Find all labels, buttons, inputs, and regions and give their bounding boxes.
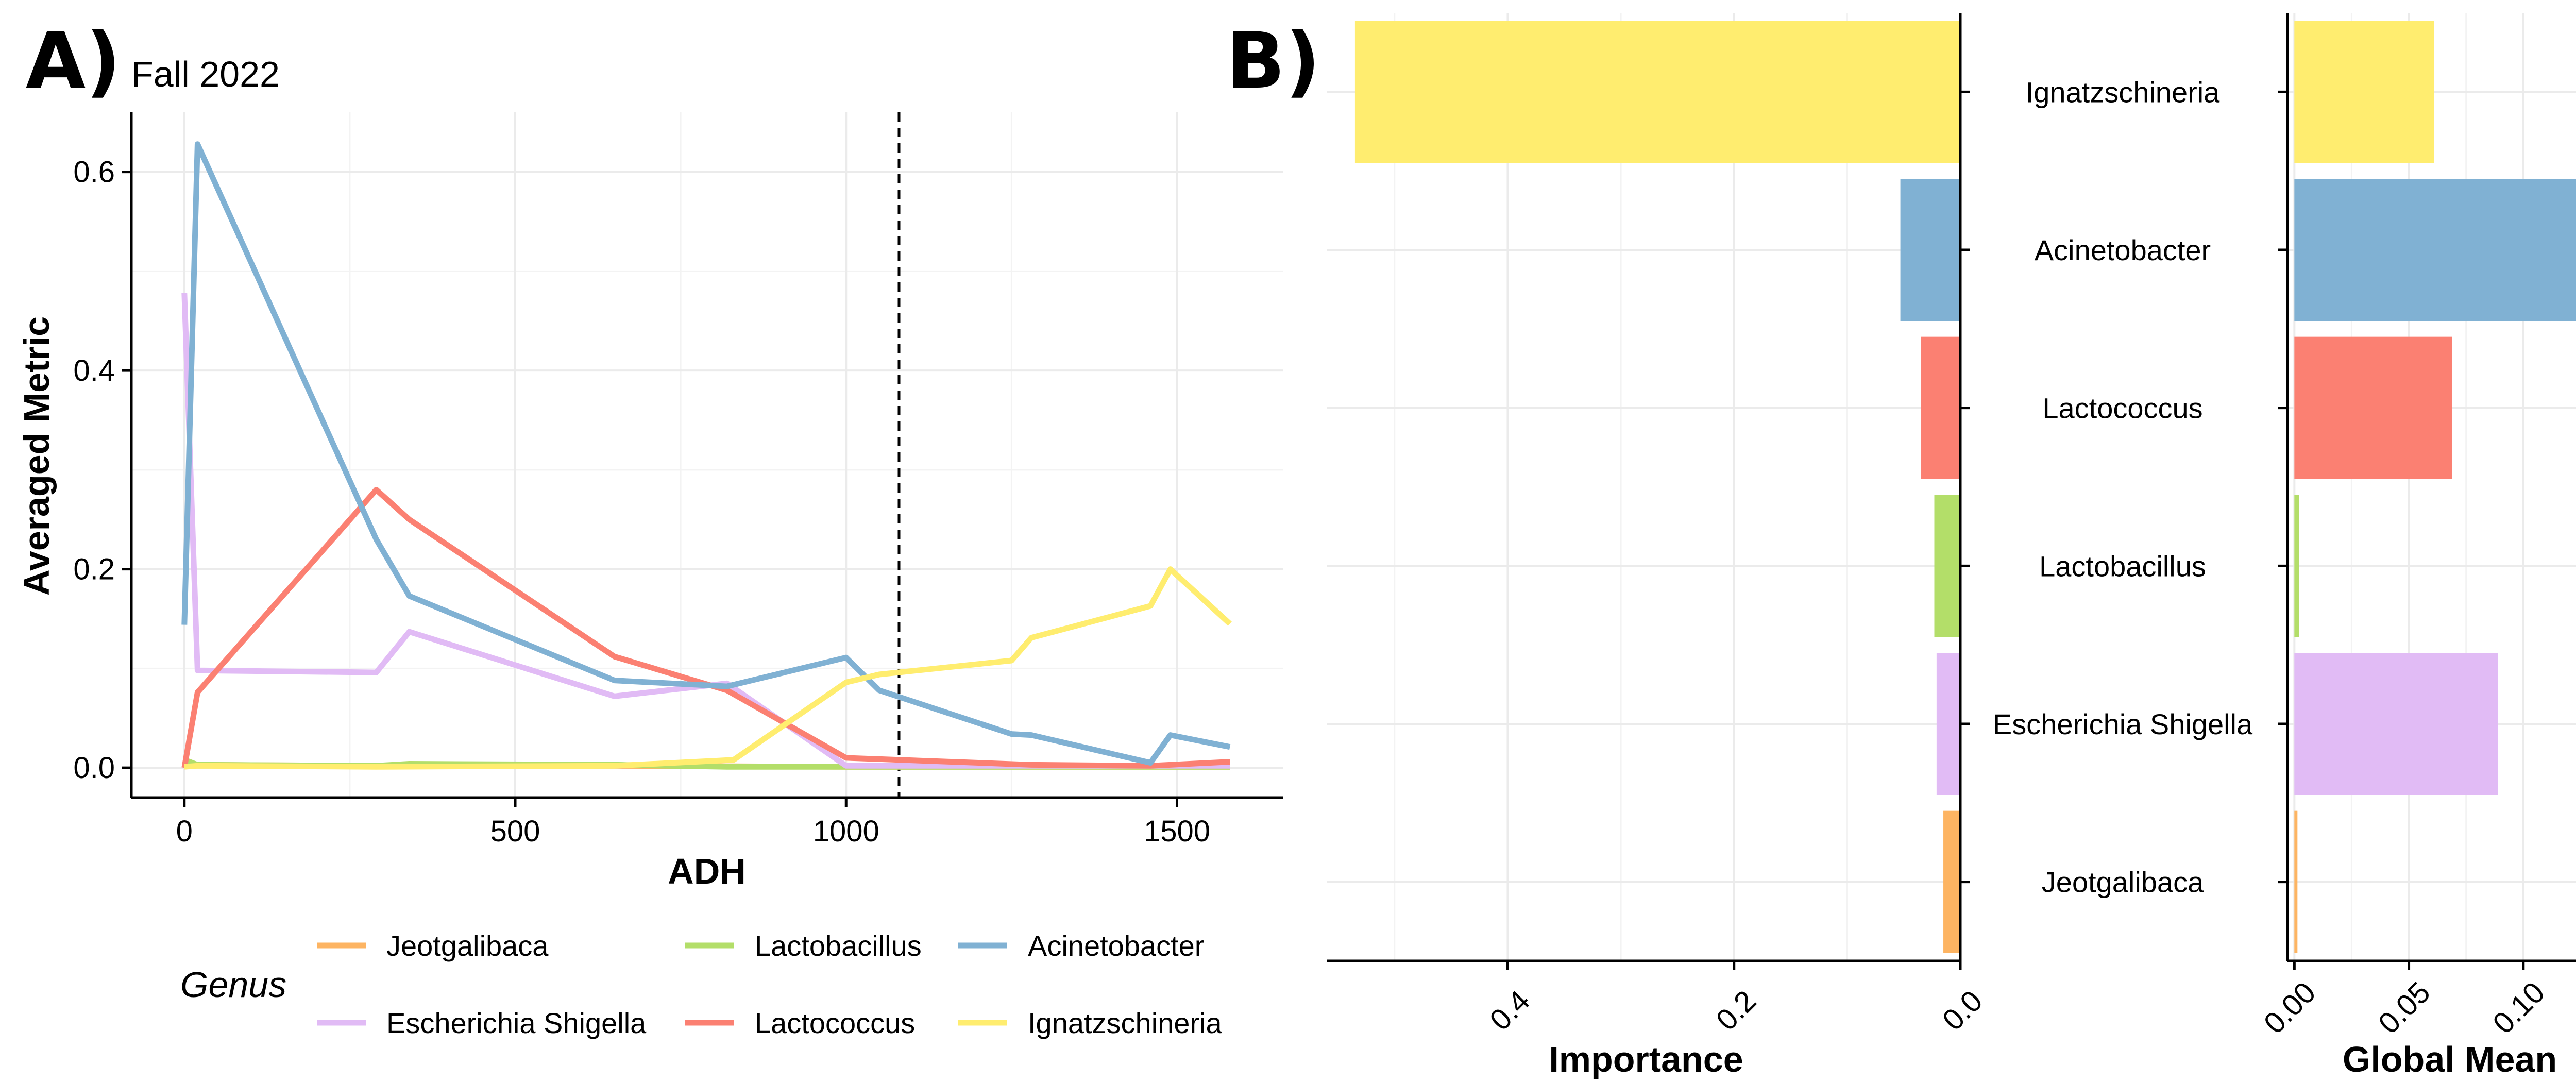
global-mean-bar-ignatzschineria <box>2294 21 2434 163</box>
legend-label-lactobacillus: Lactobacillus <box>755 929 922 962</box>
category-labels: Ignatzschineria Acinetobacter Lactococcus L… <box>1993 76 2253 898</box>
importance-bar-jeotgalibaca <box>1943 810 1960 953</box>
category-label-lactobacillus: Lactobacillus <box>2039 550 2206 582</box>
panel-a-x-axis-title: ADH <box>668 851 746 891</box>
importance-bar-lactobacillus <box>1934 495 1960 637</box>
y-tick-label-1: 0.2 <box>73 553 115 586</box>
importance-axis-title: Importance <box>1549 1039 1743 1079</box>
x-tick-label-1: 500 <box>490 815 540 848</box>
category-label-ignatzschineria: Ignatzschineria <box>2026 76 2221 108</box>
series-line-lactococcus <box>181 487 1230 769</box>
legend-label-ignatzschineria: Ignatzschineria <box>1028 1007 1223 1039</box>
global-mean-bar-jeotgalibaca <box>2294 810 2298 953</box>
panel-a-axes: 0 500 1000 1500 0.0 0.2 0.4 0.6 <box>73 112 1283 848</box>
importance-bar-chart: 0.4 0.2 0.0 <box>1327 13 1989 1037</box>
global-mean-axis-title: Global Mean <box>2343 1039 2557 1079</box>
importance-bar-acinetobacter <box>1900 179 1960 321</box>
importance-tick-label-2: 0.0 <box>1936 984 1989 1037</box>
global-mean-bar-lactococcus <box>2294 336 2452 479</box>
category-label-jeotgalibaca: Jeotgalibaca <box>2042 866 2204 899</box>
panel-a-series-lines <box>181 141 1232 770</box>
legend-label-acinetobacter: Acinetobacter <box>1028 929 1204 962</box>
global-mean-tick-label-2: 0.10 <box>2486 975 2551 1040</box>
series-line-acinetobacter <box>181 141 1231 766</box>
series-line-escherichia-shigella <box>181 293 1230 769</box>
global-mean-tick-label-0: 0.00 <box>2258 975 2323 1040</box>
legend-label-jeotgalibaca: Jeotgalibaca <box>386 929 549 962</box>
importance-bar-ignatzschineria <box>1354 21 1960 163</box>
x-tick-label-3: 1500 <box>1144 815 1210 848</box>
y-tick-label-0: 0.0 <box>73 751 115 785</box>
importance-bar-lactococcus <box>1921 336 1960 479</box>
global-mean-bar-acinetobacter <box>2294 179 2576 321</box>
panel-a-line-chart: A) Fall 2022 0 500 1000 1500 0.0 0.2 0.4 0.6 AD… <box>16 16 1283 1039</box>
category-label-acinetobacter: Acinetobacter <box>2035 234 2211 266</box>
panel-a-y-axis-title: Averaged Metric <box>16 316 57 596</box>
panel-b-bar-charts: B) 0.4 0.2 0.0 Ignatzschineria Acinetobacte… <box>1226 13 2576 1079</box>
importance-tick-label-0: 0.4 <box>1483 984 1536 1037</box>
legend-label-lactococcus: Lactococcus <box>755 1007 915 1039</box>
series-line-ignatzschineria <box>184 566 1232 770</box>
panel-a-legend: Genus Jeotgalibaca Lactobacillus Acinetoba… <box>180 929 1223 1039</box>
panel-a-gridlines <box>131 112 1283 798</box>
importance-bar-escherichia-shigella <box>1936 653 1960 795</box>
legend-title: Genus <box>180 965 286 1005</box>
panel-b-letter: B) <box>1226 16 1320 106</box>
importance-tick-label-1: 0.2 <box>1709 984 1762 1037</box>
category-label-lactococcus: Lactococcus <box>2042 392 2202 425</box>
global-mean-bar-escherichia-shigella <box>2294 653 2498 795</box>
global-mean-tick-label-1: 0.05 <box>2372 975 2437 1040</box>
y-tick-label-3: 0.6 <box>73 156 115 189</box>
panel-a-letter: A) <box>26 16 121 106</box>
global-mean-bar-chart: 0.00 0.05 0.10 <box>2258 13 2576 1040</box>
category-label-escherichia-shigella: Escherichia Shigella <box>1993 708 2253 740</box>
legend-label-escherichia-shigella: Escherichia Shigella <box>386 1007 647 1039</box>
x-tick-label-0: 0 <box>176 815 193 848</box>
global-mean-bar-lactobacillus <box>2294 495 2299 637</box>
panel-a-subtitle: Fall 2022 <box>131 54 280 94</box>
x-tick-label-2: 1000 <box>813 815 879 848</box>
y-tick-label-2: 0.4 <box>73 354 115 387</box>
